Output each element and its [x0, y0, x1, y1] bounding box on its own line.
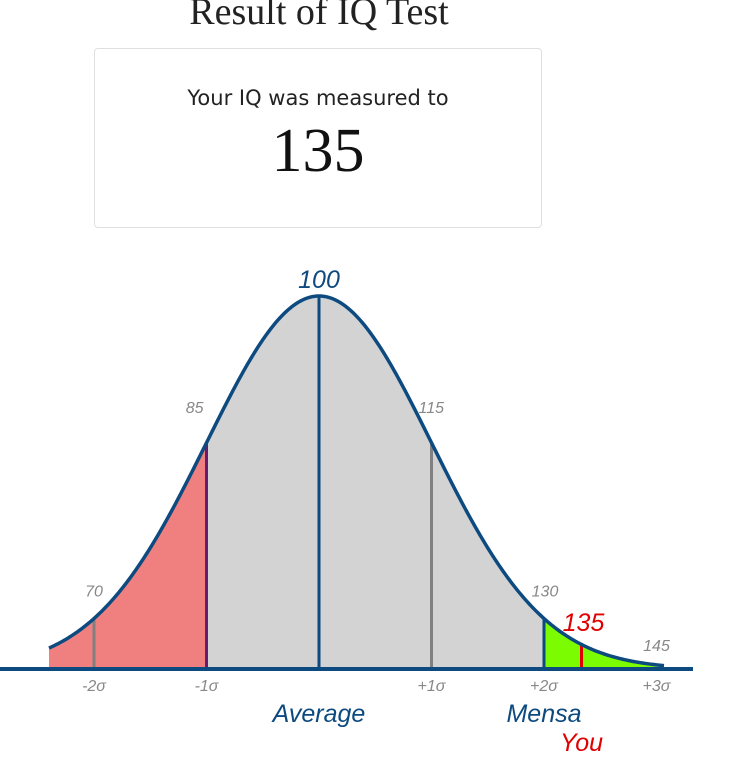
page-title: Result of IQ Test [189, 0, 449, 33]
region-0 [49, 442, 207, 669]
marker-label: You [560, 729, 603, 757]
iq-score: 135 [271, 117, 365, 185]
curve-label-70: 70 [85, 584, 103, 601]
curve-label-100: 100 [298, 266, 340, 294]
sigma-label-85: -1σ [195, 678, 220, 695]
result-label: Your IQ was measured to [187, 86, 449, 110]
region-2 [544, 618, 664, 669]
curve-label-130: 130 [532, 584, 559, 601]
result-card: Your IQ was measured to 135 [94, 48, 542, 228]
curve-label-145: 145 [643, 638, 670, 655]
sigma-label-145: +3σ [643, 678, 672, 695]
region-1 [206, 296, 544, 669]
curve-label-115: 115 [419, 400, 445, 417]
sigma-label-115: +1σ [418, 678, 447, 695]
distribution-curve [48, 294, 665, 668]
annotation-mensa: Mensa [506, 700, 581, 728]
annotation-average: Average [271, 700, 366, 728]
sigma-label-130: +2σ [530, 678, 559, 695]
curve-label-85: 85 [186, 400, 204, 417]
sigma-label-70: -2σ [82, 678, 107, 695]
marker-value: 135 [563, 609, 605, 637]
